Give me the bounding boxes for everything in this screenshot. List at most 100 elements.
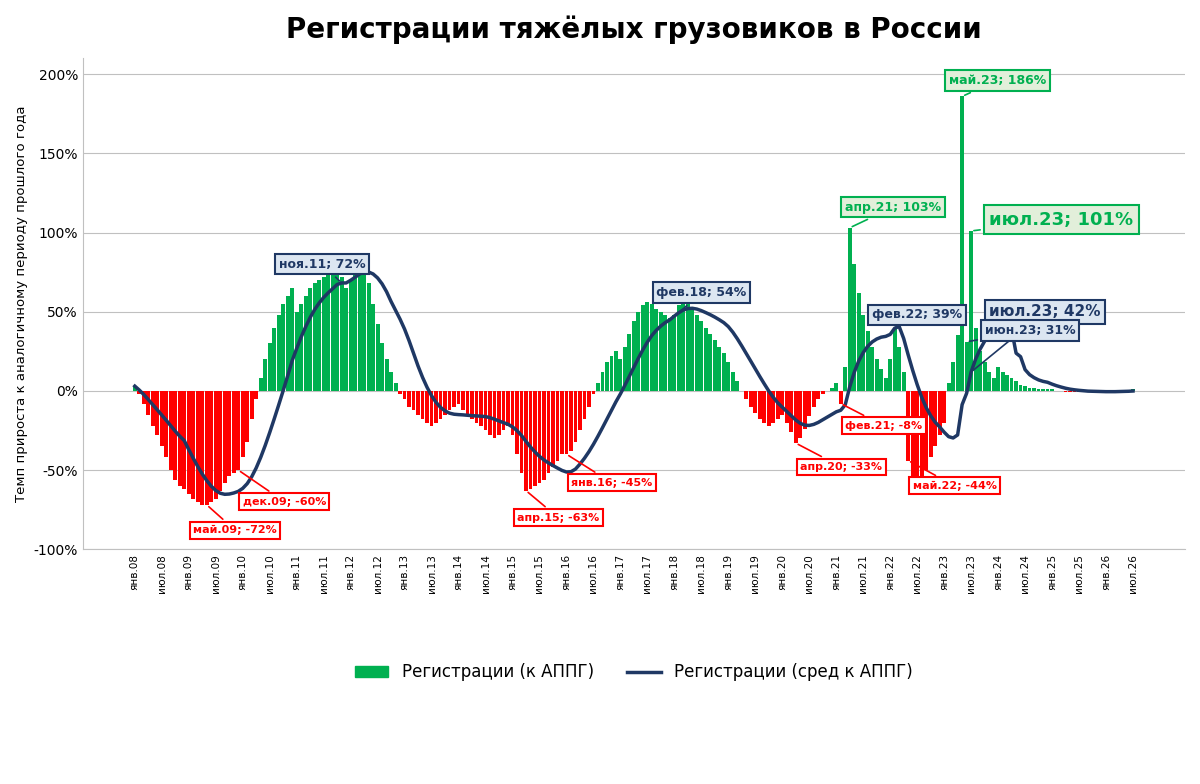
Bar — [196, 391, 199, 502]
Bar — [182, 391, 186, 489]
Bar — [344, 288, 348, 391]
Bar — [1006, 375, 1009, 391]
Bar — [214, 391, 217, 499]
Bar — [151, 391, 155, 426]
Bar — [852, 264, 856, 391]
Bar — [281, 303, 286, 391]
Bar — [353, 267, 358, 391]
Bar — [322, 277, 325, 391]
Bar — [335, 255, 340, 391]
Bar — [425, 391, 428, 423]
Bar — [389, 372, 394, 391]
Bar — [798, 391, 802, 438]
Bar — [1027, 388, 1032, 391]
Bar — [865, 331, 870, 391]
Bar — [623, 347, 626, 391]
Bar — [1078, 391, 1081, 393]
Bar — [461, 391, 464, 410]
Bar — [888, 359, 892, 391]
Bar — [718, 347, 721, 391]
Bar — [528, 391, 533, 489]
Bar — [870, 347, 874, 391]
Bar — [191, 391, 196, 499]
Bar — [1086, 391, 1090, 393]
Bar — [1132, 390, 1135, 391]
Bar — [650, 303, 654, 391]
Bar — [538, 391, 541, 483]
Bar — [592, 391, 595, 394]
Bar — [898, 347, 901, 391]
Bar — [830, 388, 834, 391]
Bar — [636, 312, 641, 391]
Bar — [443, 391, 446, 415]
Bar — [1009, 378, 1014, 391]
Bar — [924, 391, 928, 470]
Bar — [412, 391, 415, 410]
Bar — [857, 292, 860, 391]
Bar — [970, 231, 973, 391]
Bar — [263, 359, 268, 391]
Bar — [772, 391, 775, 423]
Bar — [295, 312, 299, 391]
Text: фев.22; 39%: фев.22; 39% — [872, 308, 962, 328]
Title: Регистрации тяжёлых грузовиков в России: Регистрации тяжёлых грузовиков в России — [286, 15, 982, 44]
Bar — [1037, 390, 1040, 391]
Bar — [641, 306, 644, 391]
Y-axis label: Темп прироста к аналогичному периоду прошлого года: Темп прироста к аналогичному периоду про… — [14, 106, 28, 502]
Text: фев.21; -8%: фев.21; -8% — [844, 405, 923, 430]
Bar — [326, 272, 330, 391]
Bar — [331, 264, 335, 391]
Bar — [726, 362, 731, 391]
Bar — [821, 391, 824, 394]
Bar — [1001, 372, 1004, 391]
Text: апр.21; 103%: апр.21; 103% — [845, 201, 941, 227]
Bar — [1024, 386, 1027, 391]
Bar — [403, 391, 407, 399]
Bar — [614, 351, 618, 391]
Bar — [587, 391, 590, 407]
Bar — [218, 391, 222, 491]
Bar — [916, 391, 919, 486]
Bar — [497, 391, 500, 435]
Bar — [277, 315, 281, 391]
Bar — [173, 391, 178, 480]
Bar — [695, 315, 698, 391]
Bar — [628, 334, 631, 391]
Bar — [937, 391, 942, 435]
Bar — [1063, 391, 1068, 393]
Bar — [785, 391, 788, 423]
Bar — [245, 391, 250, 441]
Bar — [502, 391, 505, 430]
Bar — [1081, 391, 1086, 393]
Bar — [142, 391, 145, 404]
Bar — [475, 391, 479, 423]
Bar — [358, 256, 361, 391]
Bar — [947, 383, 950, 391]
Bar — [1050, 390, 1054, 391]
Bar — [965, 342, 968, 391]
Bar — [227, 391, 232, 477]
Bar — [430, 391, 433, 426]
Bar — [605, 362, 608, 391]
Bar — [991, 378, 996, 391]
Bar — [704, 328, 708, 391]
Bar — [434, 391, 438, 423]
Text: май.22; -44%: май.22; -44% — [911, 462, 997, 491]
Bar — [749, 391, 752, 407]
Bar — [488, 391, 492, 435]
Text: май.09; -72%: май.09; -72% — [193, 506, 277, 535]
Bar — [978, 351, 982, 391]
Bar — [259, 378, 263, 391]
Bar — [762, 391, 767, 423]
Bar — [690, 309, 695, 391]
Bar — [380, 343, 384, 391]
Text: ноя.11; 72%: ноя.11; 72% — [278, 258, 365, 281]
Bar — [1019, 384, 1022, 391]
Bar — [556, 391, 559, 460]
Bar — [209, 391, 214, 502]
Bar — [672, 315, 677, 391]
Bar — [178, 391, 181, 486]
Bar — [299, 303, 304, 391]
Bar — [452, 391, 456, 407]
Bar — [901, 372, 906, 391]
